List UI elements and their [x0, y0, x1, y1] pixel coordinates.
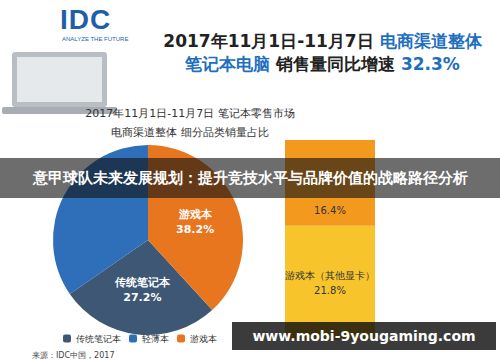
html-text:www.mobi-9yougaming.com: www.mobi-9yougaming.com	[252, 328, 476, 344]
svg-text:21.8%: 21.8%	[314, 285, 346, 296]
html-text:2017年11月1日-11月7日 笔记本零售市场: 2017年11月1日-11月7日 笔记本零售市场	[85, 107, 295, 120]
svg-text:游戏本: 游戏本	[178, 208, 213, 221]
svg-text:轻薄本: 轻薄本	[142, 334, 169, 344]
svg-text:16.4%: 16.4%	[314, 205, 346, 216]
svg-text:27.2%: 27.2%	[123, 291, 161, 304]
svg-text:传统笔记本: 传统笔记本	[114, 276, 171, 289]
html-text:IDC: IDC	[60, 4, 112, 35]
html-text:电商渠道整体 细分品类销量占比: 电商渠道整体 细分品类销量占比	[111, 126, 269, 139]
html-text:来源：IDC中国，2017: 来源：IDC中国，2017	[32, 351, 115, 360]
svg-text:38.2%: 38.2%	[176, 223, 214, 236]
svg-text:游戏本: 游戏本	[190, 334, 217, 344]
html-text:ANALYZE THE FUTURE: ANALYZE THE FUTURE	[62, 36, 129, 42]
html-text:意甲球队未来发展规划：提升竞技水平与品牌价值的战略路径分析: 意甲球队未来发展规划：提升竞技水平与品牌价值的战略路径分析	[32, 170, 468, 186]
svg-text:传统笔记本: 传统笔记本	[76, 334, 121, 344]
html-text:笔记本电脑销售量同比增速32.3%: 笔记本电脑销售量同比增速32.3%	[185, 54, 460, 74]
svg-text:游戏本（其他显卡）: 游戏本（其他显卡）	[285, 270, 375, 281]
html-text:2017年11月1日-11月7日电商渠道整体: 2017年11月1日-11月7日电商渠道整体	[163, 31, 482, 51]
